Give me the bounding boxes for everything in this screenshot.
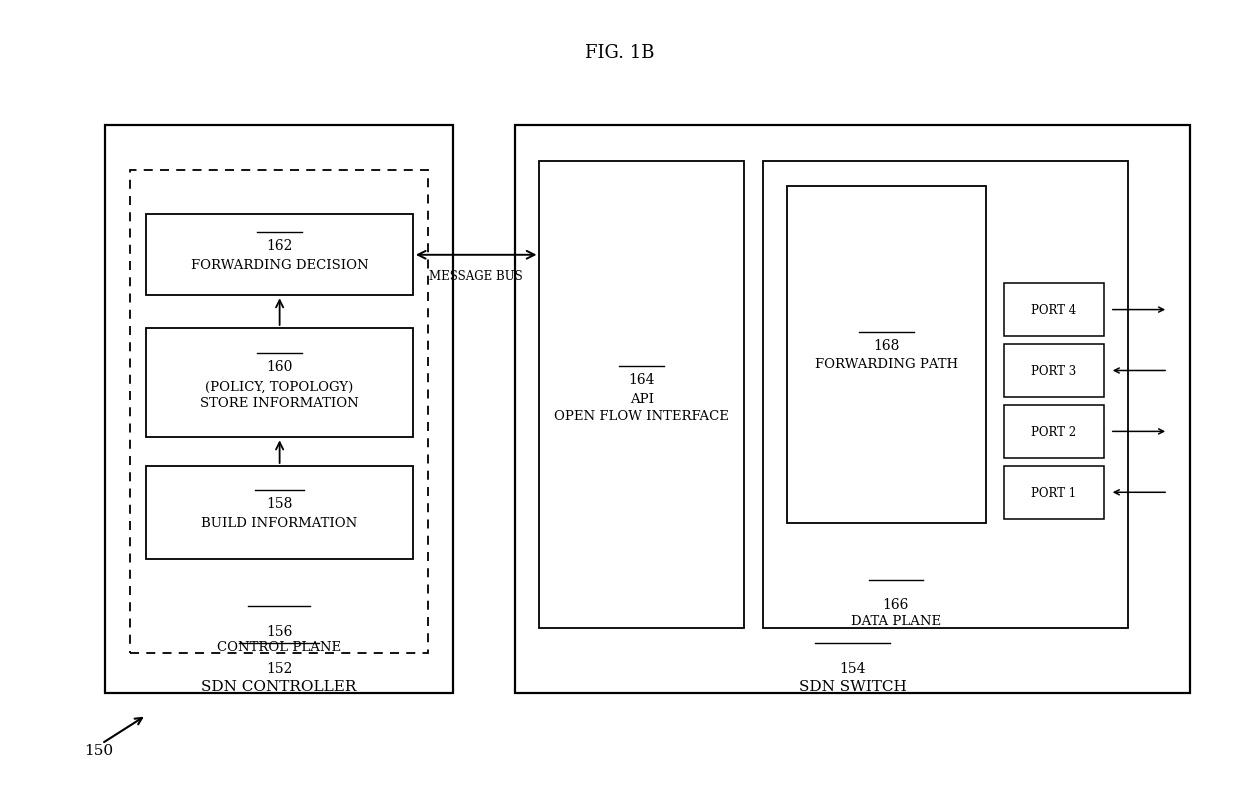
Text: 162: 162: [267, 238, 293, 253]
Text: P​ORT 2: P​ORT 2: [1032, 425, 1076, 439]
Bar: [130, 170, 428, 653]
Bar: [146, 466, 413, 560]
Text: 156: 156: [265, 624, 293, 638]
Text: C​ONTROL P​LANE: C​ONTROL P​LANE: [217, 641, 341, 654]
Text: 150: 150: [84, 743, 113, 757]
Text: P​ORT 1: P​ORT 1: [1032, 486, 1076, 500]
Bar: [763, 162, 1128, 629]
Text: M​ESSAGE B​US: M​ESSAGE B​US: [429, 269, 523, 282]
Bar: [146, 328, 413, 438]
Text: API: API: [630, 393, 653, 406]
Text: D​ATA P​LANE: D​ATA P​LANE: [851, 614, 941, 627]
Bar: [1004, 284, 1104, 337]
Text: 164: 164: [629, 372, 655, 386]
Bar: [1004, 406, 1104, 458]
Text: (P​OLICY, T​OPOLOGY): (P​OLICY, T​OPOLOGY): [206, 380, 353, 394]
Bar: [515, 126, 1190, 693]
Text: P​ORT 4: P​ORT 4: [1032, 303, 1076, 317]
Text: P​ORT 3: P​ORT 3: [1032, 364, 1076, 378]
Text: 152: 152: [265, 661, 293, 675]
Bar: [146, 215, 413, 296]
Text: SDN S​WITCH: SDN S​WITCH: [799, 679, 906, 693]
Bar: [539, 162, 744, 629]
Bar: [1004, 345, 1104, 397]
Text: O​PEN F​LOW I​NTERFACE: O​PEN F​LOW I​NTERFACE: [554, 409, 729, 423]
Text: S​TORE I​NFORMATION: S​TORE I​NFORMATION: [200, 397, 360, 410]
Text: F​ORWARDING D​ECISION: F​ORWARDING D​ECISION: [191, 259, 368, 272]
Text: B​UILD I​NFORMATION: B​UILD I​NFORMATION: [201, 516, 358, 530]
Text: 160: 160: [267, 360, 293, 374]
Text: SDN C​ONTROLLER: SDN C​ONTROLLER: [201, 679, 357, 693]
Bar: [105, 126, 453, 693]
Text: FIG. 1B: FIG. 1B: [585, 44, 655, 62]
Text: 154: 154: [839, 661, 866, 675]
Text: F​ORWARDING P​ATH: F​ORWARDING P​ATH: [815, 358, 959, 371]
Text: 166: 166: [883, 598, 909, 611]
Bar: [1004, 466, 1104, 519]
Text: 158: 158: [267, 496, 293, 510]
Bar: [787, 187, 986, 523]
Text: 168: 168: [873, 338, 900, 352]
